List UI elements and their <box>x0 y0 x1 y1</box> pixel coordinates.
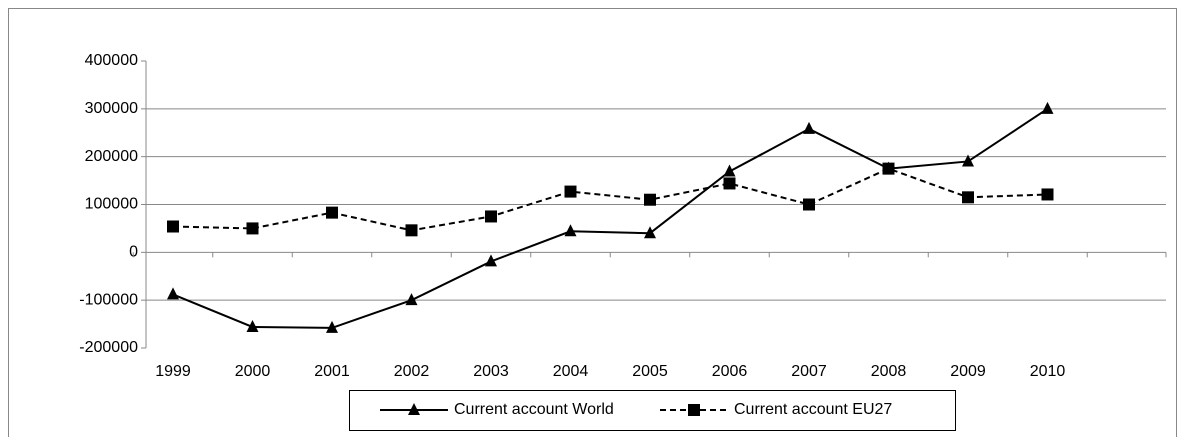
marker <box>1041 188 1054 201</box>
marker <box>644 193 656 206</box>
x-tick-label: 2007 <box>791 363 827 380</box>
y-tick-label: 300000 <box>85 100 138 117</box>
x-tick-label: 2009 <box>950 363 986 380</box>
marker <box>326 320 338 333</box>
marker <box>962 191 974 204</box>
y-tick-label: -200000 <box>79 339 138 356</box>
y-tick-label: 200000 <box>85 148 138 165</box>
x-tick-label: 2001 <box>314 363 350 380</box>
marker <box>962 154 974 167</box>
legend-box <box>349 390 956 431</box>
x-tick-label: 2008 <box>871 363 907 380</box>
marker <box>644 226 656 239</box>
legend-marker <box>688 404 700 416</box>
x-tick-label: 1999 <box>155 363 191 380</box>
y-tick-label: 400000 <box>85 52 138 69</box>
marker <box>803 121 815 134</box>
x-tick-label: 2000 <box>235 363 271 380</box>
marker <box>326 206 338 219</box>
y-tick-label: 100000 <box>85 196 138 213</box>
x-tick-label: 2006 <box>712 363 748 380</box>
marker <box>1041 101 1054 114</box>
legend-marker <box>408 403 420 415</box>
legend-label: Current account World <box>454 401 614 418</box>
series-line <box>172 167 1048 232</box>
marker <box>246 319 259 332</box>
marker <box>405 224 418 237</box>
series-line <box>172 107 1049 329</box>
x-tick-label: 2004 <box>553 363 589 380</box>
x-tick-label: 2003 <box>473 363 509 380</box>
marker <box>167 287 179 300</box>
marker <box>803 198 815 211</box>
legend-label: Current account EU27 <box>734 401 892 418</box>
marker <box>564 185 577 198</box>
marker <box>723 164 736 177</box>
marker <box>485 210 497 223</box>
marker <box>246 222 259 235</box>
x-tick-label: 2005 <box>632 363 668 380</box>
marker <box>485 254 497 267</box>
marker <box>882 162 895 175</box>
marker <box>167 220 179 233</box>
x-tick-label: 2010 <box>1030 363 1066 380</box>
marker <box>405 293 418 306</box>
y-tick-label: 0 <box>129 244 138 261</box>
marker <box>723 177 736 190</box>
chart-frame <box>8 8 1177 437</box>
y-tick-label: -100000 <box>79 291 138 308</box>
marker <box>564 224 577 237</box>
x-tick-label: 2002 <box>394 363 430 380</box>
